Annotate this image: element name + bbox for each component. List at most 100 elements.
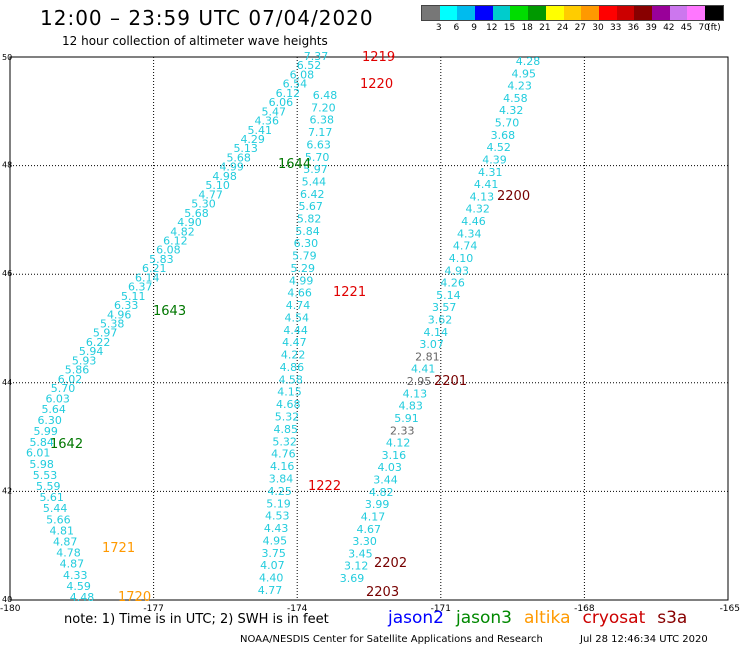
wave-height-value: 6.12: [163, 235, 188, 248]
legend-swatch: [422, 6, 440, 20]
wave-height-value: 3.68: [491, 129, 516, 142]
legend-label: 15: [503, 23, 516, 33]
wave-height-value: 3.84: [269, 473, 294, 486]
wave-height-value: 5.99: [33, 425, 58, 438]
legend-swatch: [510, 6, 529, 20]
wave-height-value: 4.14: [424, 326, 449, 339]
wave-height-value: 6.12: [276, 87, 301, 100]
wave-height-value: 4.26: [440, 277, 465, 290]
wave-height-value: 7.20: [311, 101, 336, 114]
pass-time-label: 1219: [362, 50, 395, 65]
wave-height-value: 4.46: [461, 215, 486, 228]
legend-swatch: [457, 6, 476, 20]
legend-labels: 3 6 9 12 15 18 21 24 27 30 33 36 39 42 45 70 (ft): [421, 21, 724, 35]
legend-label: 3: [435, 23, 442, 33]
wave-height-value: 4.78: [56, 547, 81, 560]
wave-height-value: 7.37: [304, 50, 329, 63]
wave-height-value: 4.82: [369, 486, 394, 499]
wave-height-value: 4.32: [499, 104, 524, 117]
wave-height-value: 3.16: [382, 449, 407, 462]
wave-height-value: 4.03: [377, 461, 402, 474]
legend-swatch: [528, 6, 546, 20]
wave-height-value: 4.41: [474, 178, 499, 191]
footnote: note: 1) Time is in UTC; 2) SWH is in fe…: [64, 612, 329, 627]
wave-height-value: 4.53: [265, 510, 290, 523]
wave-height-value: 5.84: [295, 225, 320, 238]
satellite-jason3: jason3: [456, 608, 512, 628]
pass-time-label: 1643: [153, 304, 186, 319]
wave-height-value: 4.33: [63, 569, 88, 582]
wave-height-value: 5.10: [205, 179, 230, 192]
wave-height-value: 5.91: [394, 412, 419, 425]
wave-height-value: 4.16: [270, 460, 295, 473]
satellite-legend: jason2 jason3 altika cryosat s3a: [388, 608, 699, 628]
wave-height-value: 3.75: [261, 547, 286, 560]
wave-height-value: 3.57: [432, 301, 457, 314]
wave-height-value: 5.68: [226, 152, 251, 165]
wave-height-value: 4.87: [53, 536, 78, 549]
wave-height-value: 4.98: [212, 170, 237, 183]
wave-height-value: 4.28: [516, 55, 541, 68]
wave-height-value: 6.63: [306, 138, 331, 151]
wave-height-value: 4.81: [50, 524, 75, 537]
wave-height-value: 6.06: [269, 96, 294, 109]
wave-height-value: 4.86: [280, 361, 305, 374]
wave-height-value: 6.38: [310, 114, 335, 127]
wave-height-value: 6.02: [58, 373, 83, 386]
time-labels: 1219 1220 1644 1221 1643 1642 1222 1721 1720 2200…: [50, 50, 530, 605]
wave-height-value: 5.29: [291, 262, 316, 275]
wave-height-value: 5.70: [51, 382, 76, 395]
satellite-altika: altika: [524, 608, 571, 628]
wave-height-value: 6.08: [290, 68, 315, 81]
map-grid: [9, 56, 729, 601]
wave-height-value: 3.44: [373, 474, 398, 487]
wave-height-value: 6.30: [294, 237, 319, 250]
legend-swatch: [545, 6, 564, 20]
lon-tick-label: -174: [287, 604, 308, 614]
wave-height-value: 4.99: [289, 274, 314, 287]
legend-label: 33: [609, 23, 622, 33]
wave-height-value: 4.67: [357, 523, 382, 536]
wave-height-value: 5.11: [121, 290, 146, 303]
legend-swatch: [475, 6, 493, 20]
wave-height-value: 4.23: [507, 80, 532, 93]
wave-height-value: 3.69: [340, 572, 365, 585]
pass-time-label: 1220: [360, 77, 393, 92]
wave-height-value: 4.17: [361, 511, 386, 524]
wave-height-value: 4.82: [170, 225, 195, 238]
lat-tick-label: 50: [2, 53, 12, 62]
legend-label: 21: [539, 23, 551, 33]
wave-height-value: 5.61: [39, 491, 64, 504]
legend-label: 45: [680, 23, 693, 33]
lat-tick-label: 48: [2, 161, 12, 170]
wave-height-value: 5.64: [41, 403, 66, 416]
wave-height-value: 5.94: [79, 345, 104, 358]
wave-height-value: 4.36: [255, 115, 280, 128]
wave-height-value: 4.13: [470, 190, 495, 203]
wave-height-value: 6.37: [128, 281, 153, 294]
wave-height-value: 4.77: [198, 188, 223, 201]
legend-swatch: [492, 6, 511, 20]
legend-label: 39: [645, 23, 657, 33]
legend-label: 18: [521, 23, 533, 33]
wave-height-value: 6.08: [156, 244, 181, 257]
lat-tick-label: 40: [2, 595, 12, 604]
wave-height-value: 4.87: [60, 558, 85, 571]
wave-height-value: 4.77: [258, 584, 283, 597]
legend-label: 42: [663, 23, 675, 33]
wave-height-value: 5.38: [100, 318, 125, 331]
wave-height-value: 4.47: [282, 336, 307, 349]
satellite-s3a: s3a: [657, 608, 688, 628]
wave-height-value: 4.12: [386, 437, 411, 450]
wave-height-value: 4.34: [457, 227, 482, 240]
wave-height-value: 4.58: [278, 373, 303, 386]
lat-tick-label: 42: [2, 486, 12, 495]
legend-swatches: [421, 5, 724, 21]
wave-height-value: 6.21: [142, 262, 167, 275]
legend-swatch: [705, 6, 723, 20]
lat-tick-label: 44: [2, 378, 12, 387]
lon-tick-label: -180: [0, 604, 21, 614]
satellite-cryosat: cryosat: [582, 608, 646, 628]
legend-label: 24: [556, 23, 569, 33]
